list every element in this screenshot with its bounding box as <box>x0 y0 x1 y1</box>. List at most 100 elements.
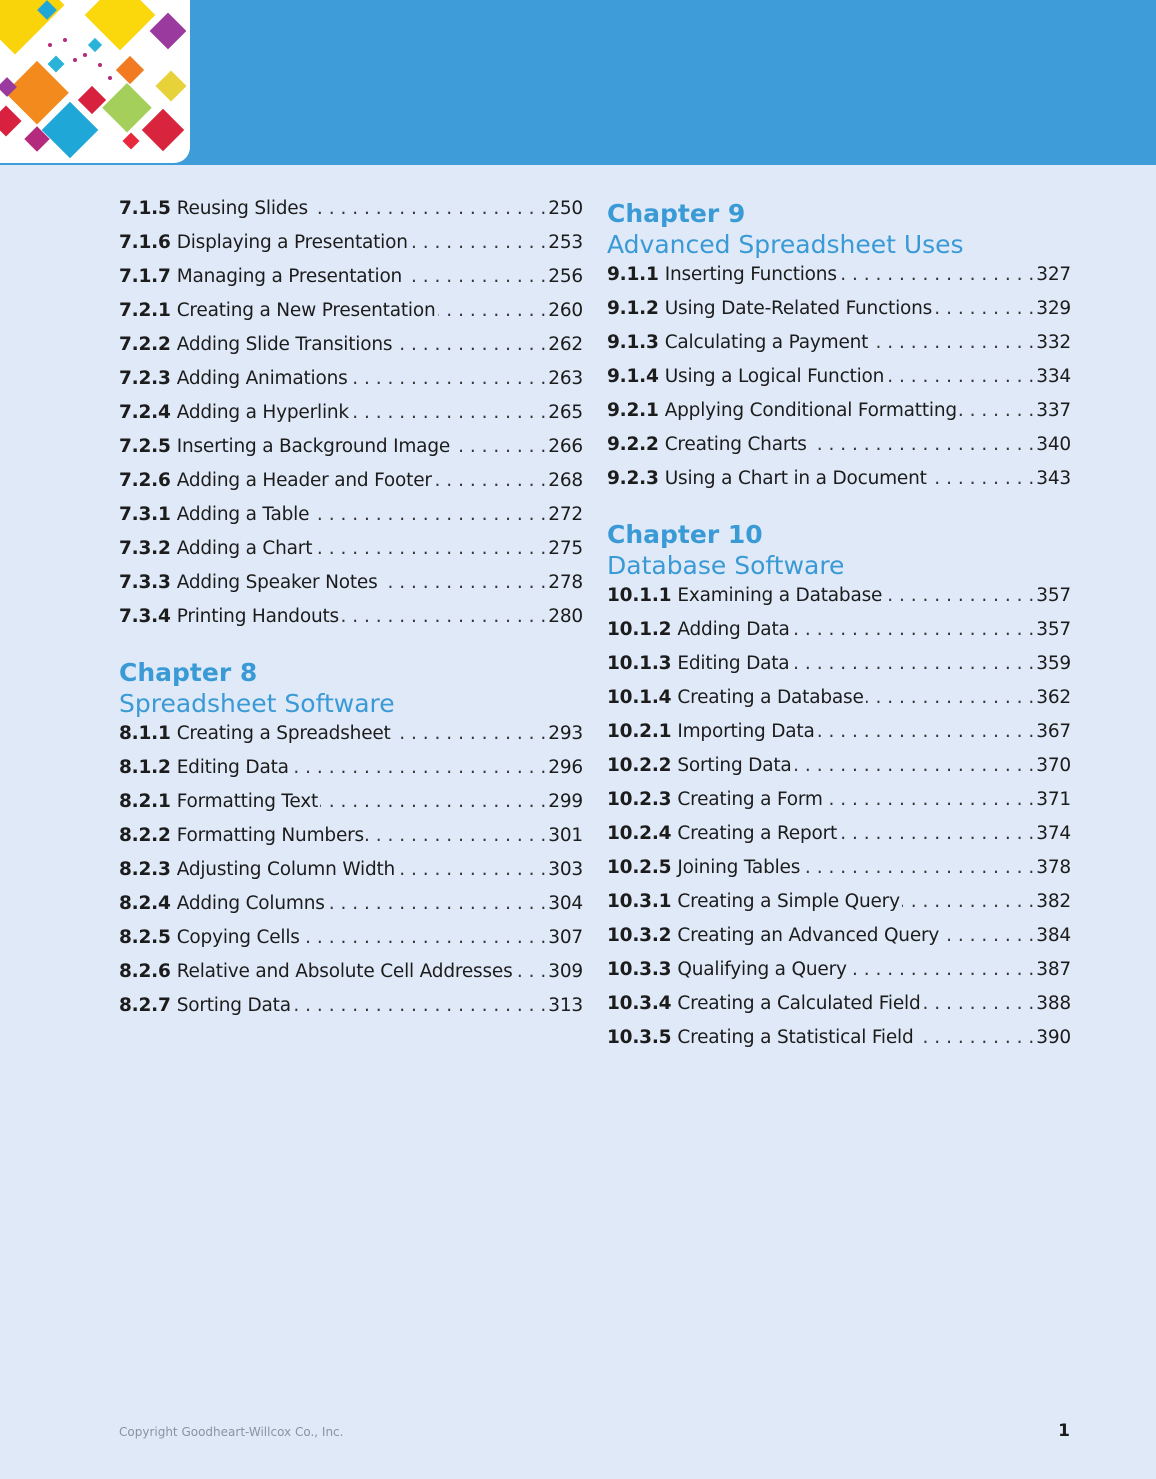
section-number: 9.2.3 <box>607 468 659 489</box>
section-number: 7.1.5 <box>119 198 171 219</box>
page-ref: 390 <box>1036 1027 1071 1048</box>
section-title: Relative and Absolute Cell Addresses <box>176 961 513 982</box>
section-title: Joining Tables <box>677 857 801 878</box>
dot-leader <box>341 606 546 627</box>
section-title: Formatting Text <box>176 791 319 812</box>
section-title: Adding Slide Transitions <box>176 334 393 355</box>
toc-right-column: Chapter 9 Advanced Spreadsheet Uses 9.1.1 I… <box>607 198 1071 1061</box>
section-title: Adding Speaker Notes <box>176 572 378 593</box>
page-ref: 332 <box>1036 332 1071 353</box>
dot-leader <box>802 857 1034 878</box>
page-number: 1 <box>1058 1421 1070 1441</box>
section-number: 9.2.2 <box>607 434 659 455</box>
page-ref: 275 <box>548 538 583 559</box>
dot-leader <box>351 402 546 423</box>
section-number: 10.2.5 <box>607 857 672 878</box>
dot-leader <box>404 266 546 287</box>
section-title: Creating a Form <box>677 789 823 810</box>
section-number: 8.1.1 <box>119 723 171 744</box>
toc-entry[interactable]: 8.2.6 Relative and Absolute Cell Addresse… <box>119 961 583 995</box>
page-ref: 359 <box>1036 653 1071 674</box>
section-number: 7.2.5 <box>119 436 171 457</box>
section-number: 7.2.6 <box>119 470 171 491</box>
page-ref: 378 <box>1036 857 1071 878</box>
page-ref: 263 <box>548 368 583 389</box>
dot-leader <box>839 264 1035 285</box>
page-ref: 343 <box>1036 468 1071 489</box>
page-ref: 371 <box>1036 789 1071 810</box>
section-title: Using Date-Related Functions <box>664 298 933 319</box>
dot-leader <box>866 687 1035 708</box>
dot-leader <box>959 400 1034 421</box>
section-number: 7.2.2 <box>119 334 171 355</box>
page-ref: 256 <box>548 266 583 287</box>
page-ref: 388 <box>1036 993 1071 1014</box>
dot-leader <box>327 893 547 914</box>
page-ref: 304 <box>548 893 583 914</box>
section-title: Adding a Header and Footer <box>176 470 432 491</box>
section-title: Using a Chart in a Document <box>664 468 927 489</box>
section-title: Creating a Spreadsheet <box>176 723 391 744</box>
dot-leader <box>393 723 547 744</box>
section-number: 10.1.3 <box>607 653 672 674</box>
dot-leader <box>311 504 546 525</box>
section-number: 9.1.3 <box>607 332 659 353</box>
section-number: 8.2.4 <box>119 893 171 914</box>
chapter-title: Spreadsheet Software <box>119 689 395 718</box>
section-number: 7.1.7 <box>119 266 171 287</box>
section-number: 8.2.3 <box>119 859 171 880</box>
dot-leader <box>884 585 1034 606</box>
page-ref: 296 <box>548 757 583 778</box>
section-number: 10.2.2 <box>607 755 672 776</box>
dot-leader <box>794 755 1035 776</box>
page-ref: 382 <box>1036 891 1071 912</box>
section-title: Sorting Data <box>176 995 291 1016</box>
page-ref: 265 <box>548 402 583 423</box>
section-title: Using a Logical Function <box>664 366 885 387</box>
section-number: 10.1.2 <box>607 619 672 640</box>
section-number: 10.2.1 <box>607 721 672 742</box>
